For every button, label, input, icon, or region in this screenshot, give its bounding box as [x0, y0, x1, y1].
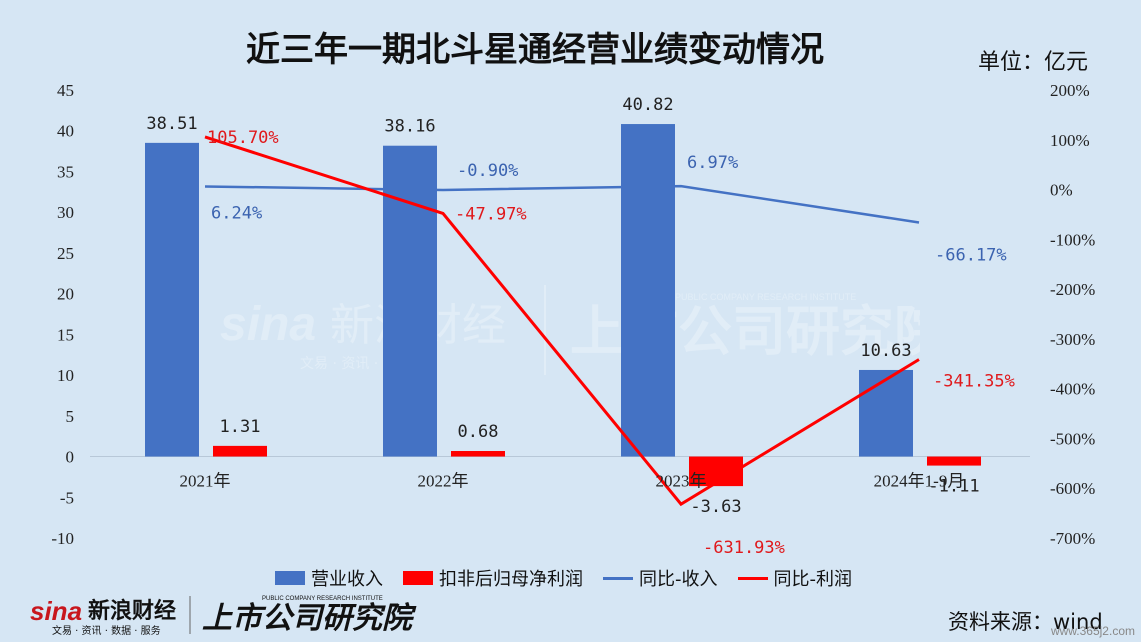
data-label-revenue: 38.51 — [146, 114, 197, 134]
x-tick-label: 2024年1-9月 — [874, 472, 965, 491]
y-right-tick-label: 200% — [1050, 81, 1090, 100]
svg-text:sina: sina — [30, 596, 82, 626]
svg-text:新浪财经: 新浪财经 — [88, 598, 176, 624]
data-label-revenue-yoy: -66.17% — [935, 245, 1007, 265]
data-label-revenue-yoy: 6.97% — [687, 153, 738, 173]
x-tick-label: 2022年 — [418, 472, 469, 491]
bar-profit — [451, 451, 505, 457]
data-label-profit: 0.68 — [458, 422, 499, 442]
y-right-tick-label: -300% — [1050, 330, 1095, 349]
data-label-profit: -1.11 — [928, 477, 979, 497]
legend-label-revenue-yoy: 同比-收入 — [639, 569, 718, 590]
footer-logo: sina 新浪财经 文易 · 资讯 · 数据 · 服务 上市公司研究院 PUBL… — [30, 596, 417, 637]
legend-label-revenue: 营业收入 — [311, 569, 383, 590]
y-left-tick-label: 15 — [57, 325, 74, 344]
y-right-tick-label: -100% — [1050, 230, 1095, 249]
y-right-tick-label: -200% — [1050, 280, 1095, 299]
legend-item-revenue: 营业收入 — [275, 565, 383, 591]
y-left-tick-label: 20 — [57, 285, 74, 304]
right-axis: 200% 100% 0% -100% -200% -300% -400% -500% -600%… — [1050, 81, 1095, 548]
data-labels-group: 38.51 38.16 40.82 10.63 1.31 0.68 -3.63 -1.11 6.… — [146, 95, 1014, 558]
legend-item-revenue-yoy: 同比-收入 — [603, 565, 718, 591]
y-right-tick-label: -400% — [1050, 380, 1095, 399]
data-label-revenue: 38.16 — [384, 117, 435, 137]
data-label-profit-yoy: 105.70% — [207, 128, 279, 148]
bar-revenue — [145, 142, 199, 457]
x-tick-label: 2021年 — [180, 472, 231, 491]
legend-item-profit: 扣非后归母净利润 — [403, 565, 583, 591]
unit-label: 单位：亿元 — [978, 50, 1089, 75]
y-left-tick-label: -5 — [60, 488, 74, 507]
x-tick-label: 2023年 — [656, 472, 707, 491]
bar-revenue — [621, 124, 675, 457]
bar-revenue — [859, 369, 913, 457]
svg-text:PUBLIC COMPANY RESEARCH INSTIT: PUBLIC COMPANY RESEARCH INSTITUTE — [262, 596, 383, 602]
y-right-tick-label: -600% — [1050, 479, 1095, 498]
y-left-tick-label: 40 — [57, 122, 74, 141]
x-axis-ticks: 2021年 2022年 2023年 2024年1-9月 — [180, 472, 965, 491]
source-note: 资料来源：wind — [948, 610, 1103, 634]
data-label-revenue-yoy: 6.24% — [211, 203, 262, 223]
y-left-tick-label: 5 — [66, 407, 75, 426]
data-label-revenue: 40.82 — [622, 95, 673, 115]
svg-text:文易 · 资讯 · 数据 · 服务: 文易 · 资讯 · 数据 · 服务 — [52, 624, 161, 637]
bar-revenue — [383, 145, 437, 457]
legend-item-profit-yoy: 同比-利润 — [737, 565, 853, 591]
svg-text:上市公司研究院: 上市公司研究院 — [202, 601, 417, 636]
data-label-profit: 1.31 — [220, 417, 261, 437]
data-label-profit-yoy: -47.97% — [455, 204, 527, 224]
data-label-profit-yoy: -631.93% — [703, 538, 785, 558]
left-axis: 45 40 35 30 25 20 15 10 5 0 -5 -10 — [51, 81, 74, 548]
data-label-profit-yoy: -341.35% — [933, 371, 1015, 391]
line-revenue-yoy — [204, 184, 920, 224]
legend: 营业收入 扣非后归母净利润 同比-收入 同比-利润 — [275, 565, 852, 591]
lines-group — [204, 135, 920, 507]
legend-swatch-revenue-yoy — [603, 576, 633, 580]
legend-swatch-profit — [403, 571, 433, 585]
bar-profit — [213, 445, 267, 457]
corner-site-watermark: www.365j2.com — [1050, 624, 1135, 638]
y-left-tick-label: 25 — [57, 244, 74, 263]
y-left-tick-label: 0 — [66, 448, 75, 467]
y-left-tick-label: 35 — [57, 162, 74, 181]
y-left-tick-label: 30 — [57, 203, 74, 222]
data-label-profit: -3.63 — [690, 497, 741, 517]
y-right-tick-label: -500% — [1050, 429, 1095, 448]
chart-title: 近三年一期北斗星通经营业绩变动情况 — [246, 30, 824, 70]
y-left-tick-label: 45 — [57, 81, 74, 100]
legend-swatch-revenue — [275, 571, 305, 585]
y-right-tick-label: -700% — [1050, 529, 1095, 548]
bars-group — [145, 124, 981, 487]
y-right-tick-label: 100% — [1050, 131, 1090, 150]
legend-label-profit-yoy: 同比-利润 — [773, 569, 853, 590]
legend-label-profit: 扣非后归母净利润 — [439, 569, 583, 590]
y-left-tick-label: 10 — [57, 366, 74, 385]
legend-swatch-profit-yoy — [737, 576, 768, 580]
data-label-revenue: 10.63 — [860, 341, 911, 361]
line-profit-yoy — [204, 135, 920, 507]
bar-profit — [927, 456, 981, 466]
y-left-tick-label: -10 — [51, 529, 74, 548]
data-label-revenue-yoy: -0.90% — [457, 161, 518, 181]
y-right-tick-label: 0% — [1050, 181, 1073, 200]
